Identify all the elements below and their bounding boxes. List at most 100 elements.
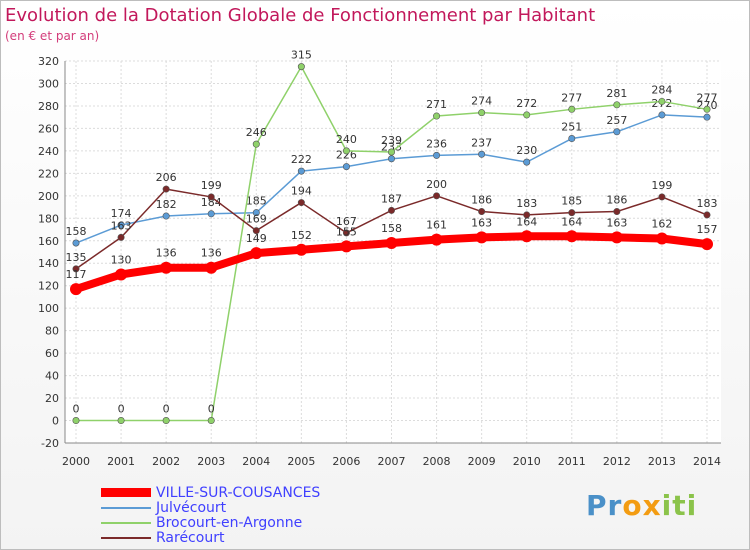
y-tick-label: -20 [41,437,59,450]
data-point [568,135,576,143]
x-tick-label: 2014 [693,455,721,468]
data-point [568,209,576,217]
legend-label: Julvécourt [156,499,227,516]
data-point [385,237,398,250]
data-point [523,211,531,219]
legend-swatch [101,488,151,497]
x-tick-label: 2008 [423,455,451,468]
y-tick-label: 320 [38,55,59,68]
data-point [610,231,623,244]
data-label: 163 [111,219,132,232]
data-label: 277 [561,91,582,104]
data-label: 130 [111,253,132,266]
y-tick-label: 220 [38,167,59,180]
data-point [565,230,578,243]
data-point [340,240,353,253]
x-tick-label: 2003 [197,455,225,468]
y-tick-label: 200 [38,190,59,203]
data-point [658,97,666,105]
legend-swatch [101,536,151,539]
series-3: 135 163 206 199 169 194 167 187 200 186 183 185 186 1… [66,171,718,273]
data-point [523,111,531,119]
data-label: 251 [561,121,582,134]
data-point [207,193,215,201]
data-label: 149 [246,232,267,245]
data-label: 163 [606,216,627,229]
data-label: 155 [336,225,357,238]
data-label: 230 [516,144,537,157]
y-tick-label: 60 [45,347,59,360]
legend-label: Rarécourt [156,529,225,546]
data-point [655,232,668,245]
data-point [433,112,441,120]
data-label: 240 [336,133,357,146]
y-tick-label: 20 [45,392,59,405]
data-label: 117 [66,268,87,281]
data-point [703,105,711,113]
x-tick-label: 2001 [107,455,135,468]
data-point [72,239,80,247]
data-label: 169 [246,213,267,226]
legend-item: Julvécourt [101,499,320,516]
data-point [387,206,395,214]
data-point [658,111,666,119]
data-point [613,208,621,216]
y-tick-label: 0 [52,415,59,428]
data-label: 183 [516,197,537,210]
legend-label: VILLE-SUR-COUSANCES [156,484,321,501]
data-point [115,268,128,281]
y-tick-label: 80 [45,325,59,338]
data-label: 233 [381,141,402,154]
data-point [342,147,350,155]
data-point [297,63,305,71]
x-tick-label: 2006 [332,455,360,468]
data-label: 0 [118,403,125,416]
data-point [433,192,441,200]
data-label: 157 [697,223,718,236]
x-tick-label: 2012 [603,455,631,468]
data-point [387,155,395,163]
data-point [117,221,125,229]
data-label: 186 [606,194,627,207]
y-tick-label: 160 [38,235,59,248]
data-label: 161 [426,219,447,232]
data-label: 222 [291,153,312,166]
data-label: 136 [201,247,222,260]
data-label: 199 [201,179,222,192]
x-tick-label: 2009 [468,455,496,468]
data-label: 184 [201,196,222,209]
plot-area [65,61,721,443]
series-2: 0 0 0 0 246 315 240 239 271 274 272 277 281 284 277 [73,49,718,425]
data-label: 237 [471,136,492,149]
data-label: 226 [336,149,357,162]
data-label: 163 [471,216,492,229]
chart-title: Evolution de la Dotation Globale de Fonc… [5,5,596,26]
data-label: 0 [208,403,215,416]
data-point [252,140,260,148]
data-point [478,109,486,117]
data-label: 272 [516,97,537,110]
data-point [342,163,350,171]
y-tick-label: 120 [38,280,59,293]
data-label: 199 [651,179,672,192]
legend-swatch [101,506,151,509]
y-tick-label: 260 [38,122,59,135]
chart-subtitle: (en € et par an) [5,29,100,43]
data-label: 315 [291,49,312,62]
data-label: 0 [163,403,170,416]
data-label: 185 [246,195,267,208]
data-label: 239 [381,134,402,147]
x-tick-label: 2007 [378,455,406,468]
x-tick-label: 2002 [152,455,180,468]
data-label: 271 [426,98,447,111]
x-tick-label: 2005 [287,455,315,468]
data-point [70,283,82,296]
data-label: 246 [246,126,267,139]
data-point [162,417,170,425]
y-tick-label: 100 [38,302,59,315]
data-label: 0 [73,403,80,416]
data-label: 183 [697,197,718,210]
x-tick-label: 2004 [242,455,270,468]
data-point [117,233,125,241]
data-point [387,148,395,156]
